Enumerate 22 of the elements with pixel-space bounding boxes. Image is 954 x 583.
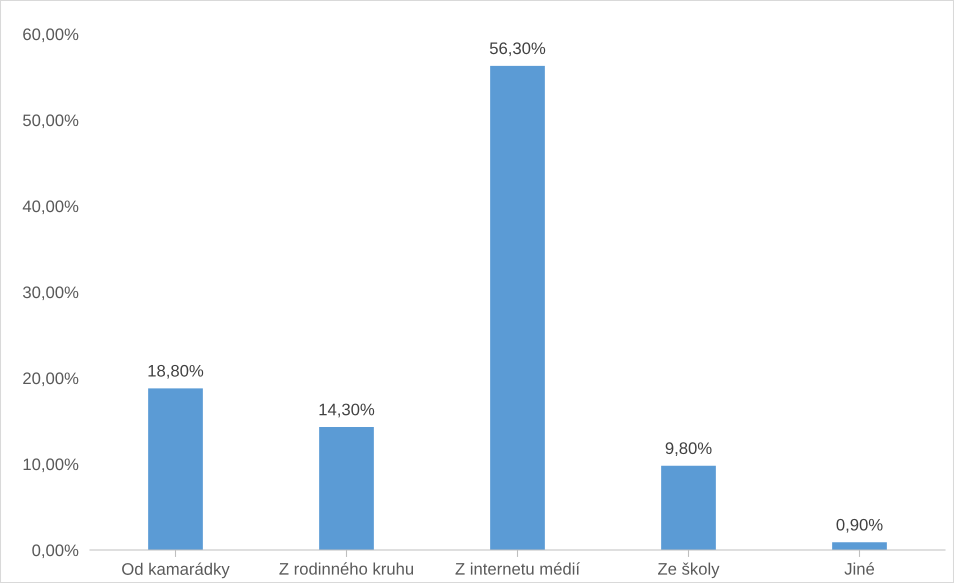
bar (490, 66, 545, 550)
data-label: 18,80% (148, 364, 204, 379)
y-tick-label: 40,00% (22, 200, 78, 214)
x-tick-label: Od kamarádky (122, 562, 230, 578)
data-label: 0,90% (836, 518, 883, 533)
x-tick-label: Z internetu médií (456, 562, 580, 575)
y-tick-label: 0,00% (32, 544, 78, 558)
bar (661, 466, 716, 550)
data-label: 9,80% (666, 442, 712, 456)
y-tick-label: 60,00% (23, 28, 78, 42)
y-tick-label: 20,00% (23, 372, 78, 386)
x-tick-label: Ze školy (658, 562, 720, 578)
y-tick-label: 30,00% (23, 286, 78, 300)
x-tick-label: Z rodinného kruhu (279, 562, 414, 575)
data-label: 14,30% (320, 404, 374, 418)
bar (148, 388, 203, 550)
data-label: 56,30% (490, 42, 546, 56)
y-tick-label: 10,00% (24, 458, 78, 472)
bar (319, 427, 374, 550)
bar (832, 542, 887, 550)
y-tick-label: 50,00% (23, 114, 78, 128)
x-tick-label: Jiné (844, 562, 874, 575)
